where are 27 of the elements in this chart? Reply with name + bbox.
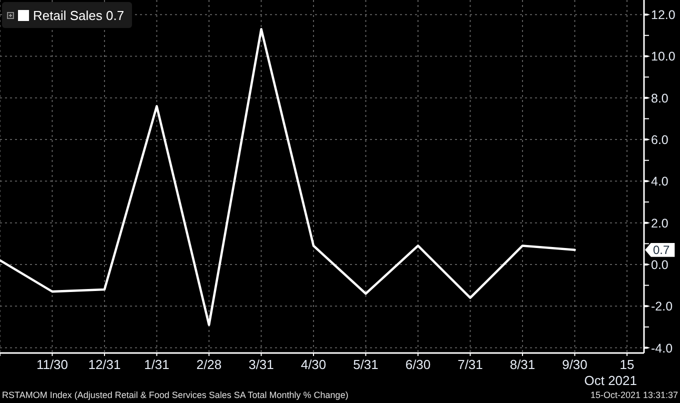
x-tick-label: 1/31 <box>144 357 170 372</box>
x-tick-label: 5/31 <box>353 357 378 372</box>
y-tick-label: 2.0 <box>651 216 668 230</box>
x-tick-label: 12/31 <box>88 357 121 372</box>
y-tick-label: 0.0 <box>651 258 668 272</box>
text: 15-Oct-2021 13:31:37 <box>590 390 678 400</box>
y-tick-label: -4.0 <box>651 341 673 356</box>
x-tick-label: 6/30 <box>405 357 431 372</box>
x-tick-label: 4/30 <box>300 357 326 372</box>
y-tick-label: 6.0 <box>651 133 668 148</box>
x-tick-label: 2/28 <box>196 357 222 372</box>
x-tick-label: 8/31 <box>510 357 536 372</box>
y-tick-label: 8.0 <box>651 91 668 106</box>
x-tick-label: 11/30 <box>36 357 68 372</box>
x-tick-label: 3/31 <box>248 357 274 372</box>
y-tick-label: 10.0 <box>651 50 676 64</box>
text: RSTAMOM Index (Adjusted Retail & Food Services Sales SA Total Monthly % Change) <box>2 390 348 400</box>
x-tick-label: 7/31 <box>458 357 483 372</box>
x-tick-label: 15 <box>620 357 634 372</box>
line-series <box>0 28 576 326</box>
x-axis-title: Oct 2021 <box>584 373 637 388</box>
y-tick-label: 4.0 <box>651 174 668 189</box>
text: 0.7 <box>645 242 675 257</box>
y-tick-label: -2.0 <box>651 300 673 314</box>
legend-label: Retail Sales 0.7 <box>33 8 124 22</box>
x-tick-label: 9/30 <box>562 357 588 372</box>
y-tick-label: 12.0 <box>651 8 676 22</box>
